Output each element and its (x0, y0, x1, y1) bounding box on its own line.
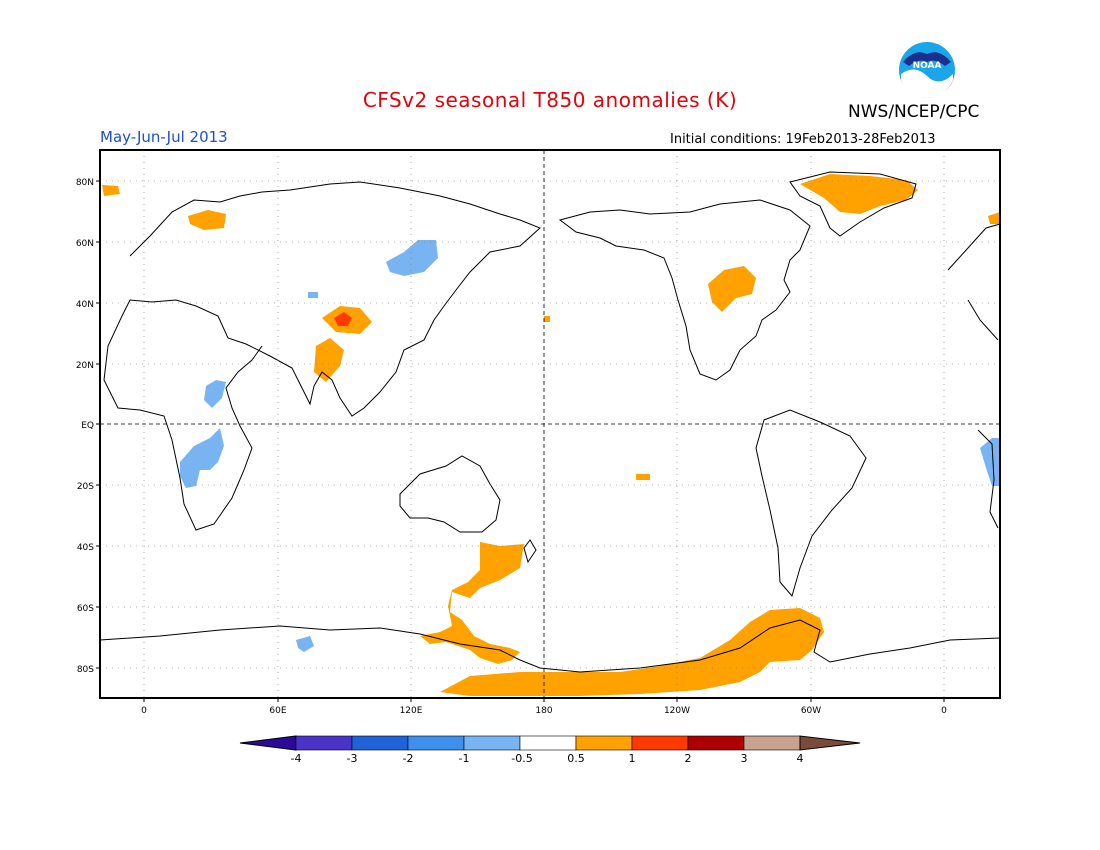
colorbar-label: -1 (459, 752, 470, 765)
map-frame (99, 149, 1001, 699)
season-label: May-Jun-Jul 2013 (100, 128, 228, 146)
colorbar-low-extend (239, 735, 297, 751)
colorbar-swatch (631, 735, 689, 751)
noaa-logo: NOAA (895, 40, 959, 104)
colorbar-swatch (295, 735, 353, 751)
lat-label: 80S (77, 665, 94, 675)
lon-label: 120E (400, 706, 423, 716)
lon-label: 0 (941, 706, 947, 716)
latitude-labels: 80N 60N 40N 20N EQ 20S 40S 60S 80S (76, 178, 94, 675)
lat-label: 20S (77, 482, 94, 492)
initial-conditions-label: Initial conditions: 19Feb2013-28Feb2013 (670, 132, 936, 147)
lat-label: 60S (77, 604, 94, 614)
colorbar-label: 1 (629, 752, 636, 765)
colorbar-swatch (743, 735, 801, 751)
longitude-labels: 0 60E 120E 180 120W 60W 0 (141, 706, 947, 716)
colorbar-label: 4 (797, 752, 804, 765)
lat-label: 40N (76, 300, 94, 310)
coastlines (99, 171, 1001, 673)
agency-label: NWS/NCEP/CPC (848, 102, 980, 122)
lon-label: 120W (664, 706, 690, 716)
lat-label: EQ (81, 421, 94, 431)
lon-label: 60W (801, 706, 821, 716)
colorbar-high-extend (799, 735, 861, 751)
colorbar-swatch (519, 735, 577, 751)
colorbar-label: -2 (403, 752, 414, 765)
lat-label: 40S (77, 543, 94, 553)
map-title: CFSv2 seasonal T850 anomalies (K) (362, 88, 738, 112)
colorbar-swatch (463, 735, 521, 751)
colorbar-swatch (351, 735, 409, 751)
lat-label: 20N (76, 361, 94, 371)
colorbar (239, 735, 861, 751)
positive-anomaly-fills (102, 174, 1000, 696)
colorbar-swatch (575, 735, 633, 751)
lon-label: 60E (269, 706, 286, 716)
lon-label: 0 (141, 706, 147, 716)
colorbar-label: -0.5 (511, 752, 532, 765)
colorbar-label: -4 (291, 752, 302, 765)
lat-label: 80N (76, 178, 94, 188)
strong-positive-anomaly-fills (334, 312, 352, 326)
colorbar-labels: -4 -3 -2 -1 -0.5 0.5 1 2 3 4 (291, 752, 804, 765)
negative-anomaly-fills (180, 240, 1000, 652)
colorbar-label: 3 (741, 752, 748, 765)
colorbar-label: 2 (685, 752, 692, 765)
colorbar-label: 0.5 (567, 752, 585, 765)
colorbar-swatch (687, 735, 745, 751)
graticule (96, 150, 1000, 702)
colorbar-label: -3 (347, 752, 358, 765)
lat-label: 60N (76, 239, 94, 249)
logo-text: NOAA (913, 61, 942, 71)
colorbar-swatch (407, 735, 465, 751)
lon-label: 180 (535, 706, 552, 716)
